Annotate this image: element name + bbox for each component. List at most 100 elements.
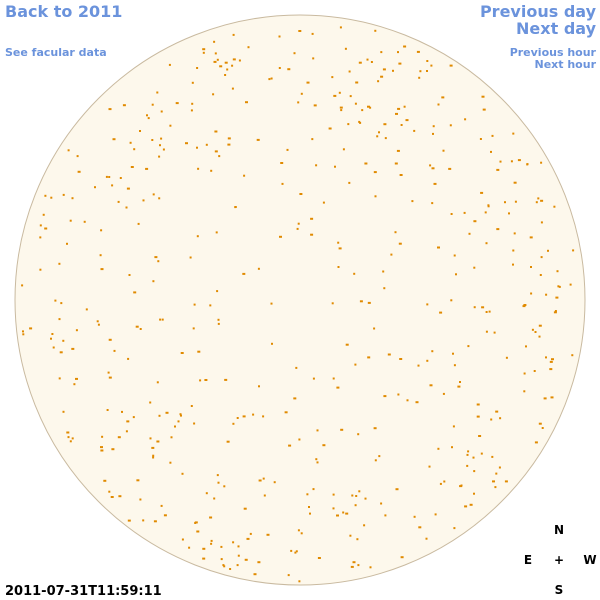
facula [106,409,109,411]
facula [554,310,557,312]
facula [101,435,104,438]
facula [249,532,252,535]
facula [54,299,57,302]
facula [417,364,420,367]
facula [281,182,284,185]
facula [504,480,508,483]
facula [403,105,406,108]
facula [331,302,334,305]
facula [376,135,379,138]
facula [426,303,429,306]
facula [177,420,180,423]
facula [22,330,24,333]
next-day-link[interactable]: Next day [516,19,597,38]
facula [108,338,112,341]
facula [58,262,61,265]
facula [308,506,310,508]
facula [534,441,538,444]
facula [67,149,70,152]
facula [217,481,220,484]
facula [430,64,433,67]
facula [572,249,575,252]
facula [491,134,494,137]
facula [126,420,130,423]
facula [256,138,260,141]
facula [39,268,42,271]
facula [513,181,517,184]
facula [413,129,416,132]
facula [351,494,354,497]
facula [336,386,340,389]
facula [349,534,352,537]
facula [158,197,161,200]
facula [523,304,527,306]
facula [231,87,234,90]
facula [380,51,383,54]
facula [512,263,514,266]
facula [338,247,342,250]
facula [156,91,159,94]
facula [312,57,315,60]
facula [156,381,159,384]
facula [160,504,163,507]
facula [322,444,326,447]
facula [473,492,475,495]
facula [494,486,497,489]
facula [44,227,48,230]
facula [416,50,420,53]
facular-link[interactable]: See facular data [5,46,107,59]
facula [133,148,136,151]
facula [364,497,367,500]
previous-day-link[interactable]: Previous day [480,2,597,21]
facula [426,359,429,362]
facula [309,512,311,515]
facula [418,76,421,79]
facula [310,217,314,220]
facula [354,504,357,507]
facula [69,440,72,443]
facula [452,425,455,428]
facula [214,150,218,153]
facula [199,379,202,382]
facula [311,32,314,35]
facula [217,318,220,321]
facula [122,104,126,107]
facula [146,114,148,117]
facula [437,103,440,106]
facula [540,161,543,164]
facula [151,446,155,449]
facula [473,306,476,309]
facula [85,308,88,311]
facula [293,52,296,55]
facula [378,131,380,134]
facula [549,368,553,371]
facula [220,545,223,548]
facula [543,397,547,400]
facula [151,103,154,106]
facula [253,573,257,576]
facula [216,58,219,61]
facula [100,446,103,449]
facula [306,493,309,496]
facula [197,350,201,353]
facula [66,431,70,434]
facula [94,186,96,189]
facula [449,64,453,67]
facula [316,461,319,464]
facula [108,176,111,178]
facula [258,385,260,388]
facula [202,48,206,51]
facula [273,481,276,484]
facula [481,306,485,309]
previous-hour-link[interactable]: Previous hour [510,46,597,59]
facula [394,231,397,234]
facula [491,455,494,458]
next-hour-link[interactable]: Next hour [535,58,597,71]
back-link[interactable]: Back to 2011 [5,2,122,21]
facula [290,549,293,552]
facula [295,366,298,369]
facula [537,197,540,200]
facula [296,227,299,230]
facula [529,236,533,239]
